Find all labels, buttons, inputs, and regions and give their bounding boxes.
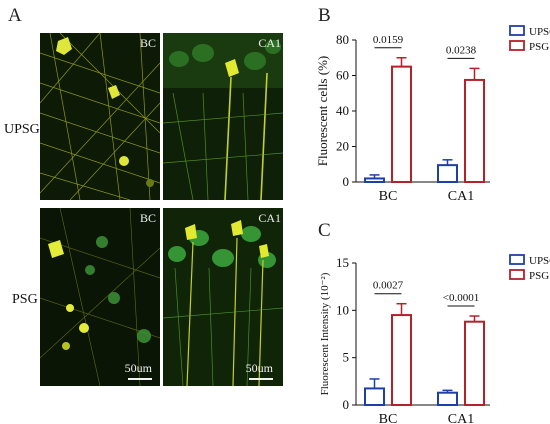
y-tick-label: 0 xyxy=(343,397,350,412)
y-tick-label: 20 xyxy=(336,139,349,154)
chart-b: 0 20 40 60 80 Fluorescent cells (%) 0.0159 BC 0.… xyxy=(315,25,550,204)
y-tick-label: 0 xyxy=(343,174,350,189)
y-tick-label: 80 xyxy=(336,32,349,47)
micrograph-label: BC xyxy=(139,36,156,50)
p-value-label: 0.0159 xyxy=(373,34,404,46)
x-tick-label: CA1 xyxy=(448,189,474,204)
y-tick-label: 15 xyxy=(336,255,349,270)
y-tick-label: 5 xyxy=(343,350,350,365)
panel-label-c: C xyxy=(318,220,331,241)
bar-psg-ca1 xyxy=(464,320,485,406)
bar-psg-bc xyxy=(391,65,412,183)
p-value-label: 0.0027 xyxy=(373,280,404,292)
bar-psg-bc xyxy=(391,314,412,406)
legend-label-upsg: UPSG xyxy=(529,255,550,267)
scale-bar-label: 50um xyxy=(124,361,152,375)
micrograph-psg-bc: BC 50um xyxy=(40,208,160,386)
legend-swatch-upsg xyxy=(509,25,525,36)
bar-upsg-bc xyxy=(364,177,385,183)
micrograph-upsg-ca1-image xyxy=(163,33,283,200)
micrograph-psg-ca1: CA1 50um xyxy=(163,208,283,386)
x-tick-label: CA1 xyxy=(448,412,474,424)
bar-upsg-ca1 xyxy=(437,164,458,183)
micrograph-psg-bc-image xyxy=(40,208,160,386)
y-tick-label: 60 xyxy=(336,68,349,83)
scale-bar xyxy=(128,378,152,380)
legend-label-psg: PSG xyxy=(529,270,549,282)
x-tick-label: BC xyxy=(379,189,398,204)
y-axis-label: Fluorescent Intensity (10⁻²) xyxy=(319,272,331,395)
y-tick-label: 10 xyxy=(336,302,349,317)
legend-swatch-upsg xyxy=(509,254,525,265)
panel-label-a: A xyxy=(8,5,22,26)
bar-psg-ca1 xyxy=(464,78,485,183)
row-label-psg: PSG xyxy=(12,292,38,307)
legend-label-upsg: UPSG xyxy=(529,26,550,38)
micrograph-upsg-bc-image xyxy=(40,33,160,200)
bar-upsg-ca1 xyxy=(437,391,458,406)
legend-swatch-psg xyxy=(509,269,525,280)
p-value-label: <0.0001 xyxy=(443,292,479,304)
legend-label-psg: PSG xyxy=(529,41,549,53)
micrograph-psg-ca1-image xyxy=(163,208,283,386)
micrograph-upsg-ca1: CA1 xyxy=(163,33,283,200)
y-axis-label: Fluorescent cells (%) xyxy=(315,56,330,166)
row-label-upsg: UPSG xyxy=(4,122,40,137)
scale-bar-label: 50um xyxy=(245,361,273,375)
scale-bar xyxy=(249,378,273,380)
bar-upsg-bc xyxy=(364,387,385,406)
panel-label-b: B xyxy=(318,5,331,26)
p-value-label: 0.0238 xyxy=(446,44,477,56)
micrograph-label: CA1 xyxy=(258,211,281,225)
y-tick-label: 40 xyxy=(336,103,349,118)
x-tick-label: BC xyxy=(379,412,398,424)
legend-swatch-psg xyxy=(509,40,525,51)
micrograph-upsg-bc: BC xyxy=(40,33,160,200)
micrograph-label: CA1 xyxy=(258,36,281,50)
micrograph-label: BC xyxy=(139,211,156,225)
chart-c: 0 5 10 15 Fluorescent Intensity (10⁻²) 0.0027… xyxy=(319,254,550,424)
